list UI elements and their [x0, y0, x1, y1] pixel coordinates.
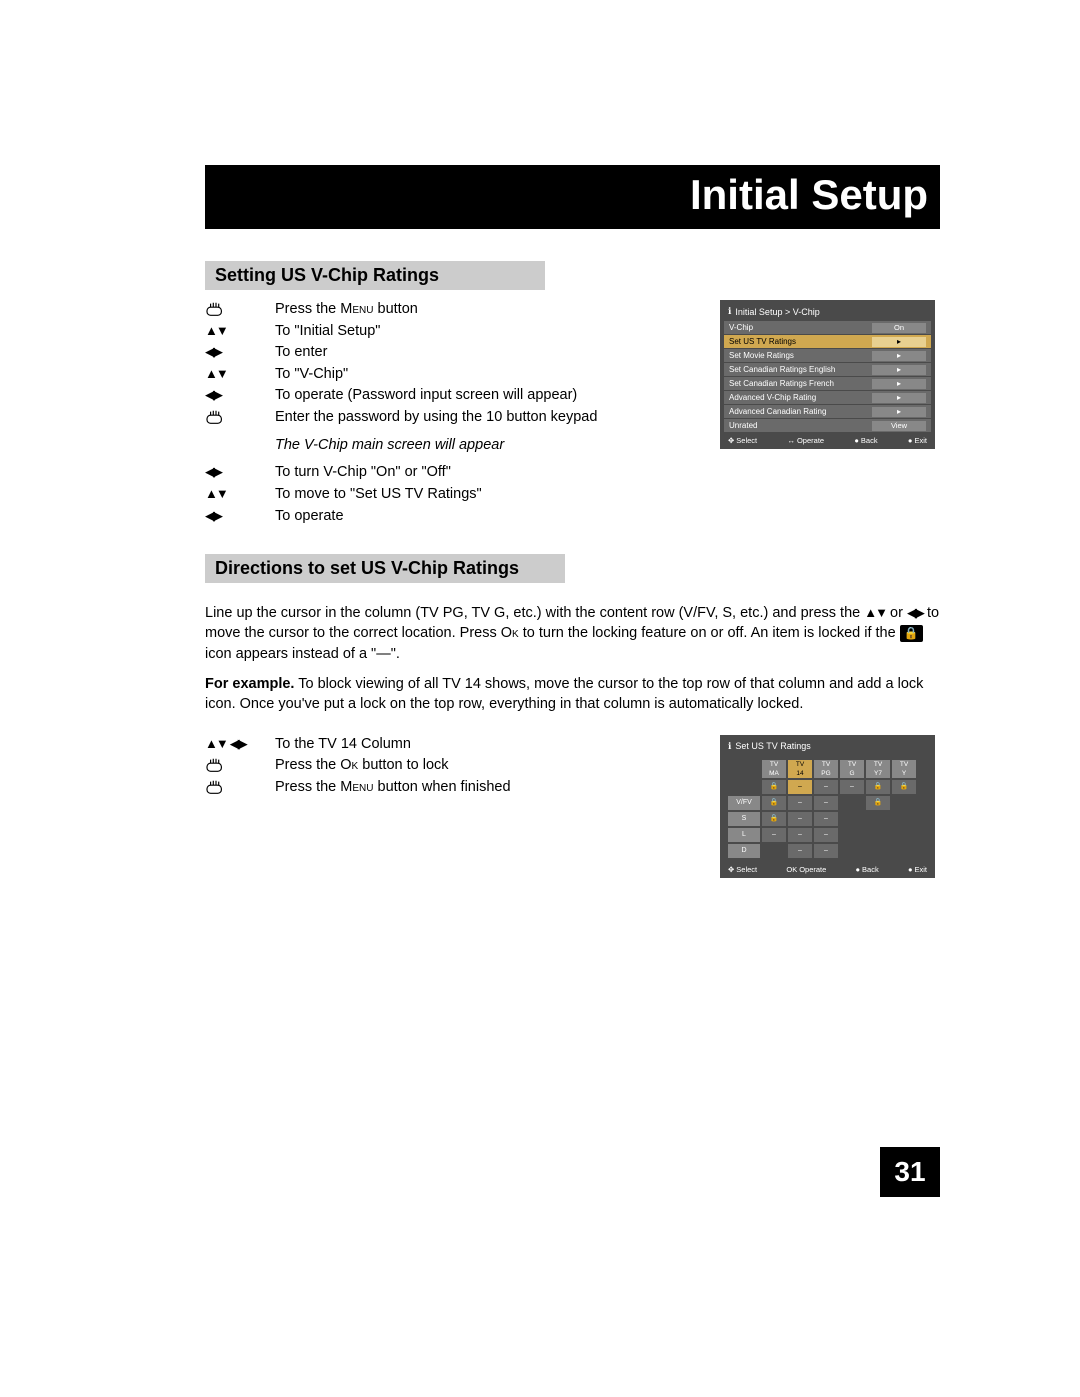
leftright-icon: ◀▶	[205, 507, 275, 525]
instruction-text: To "Initial Setup"	[275, 322, 690, 342]
osd-menu-row: Set Canadian Ratings English▸	[724, 363, 931, 376]
osd-breadcrumb: ℹInitial Setup > V-Chip	[724, 304, 931, 321]
instruction-text: Press the Menu button when finished	[275, 778, 690, 798]
osd-menu-row: Set US TV Ratings▸	[724, 335, 931, 348]
instruction-step: Press the Menu button when finished	[205, 778, 690, 798]
instruction-text: To turn V-Chip "On" or "Off"	[275, 463, 690, 483]
osd2-footer: ✥ Select OK Operate ● Back ● Exit	[724, 862, 931, 874]
osd-menu-row: Set Movie Ratings▸	[724, 349, 931, 362]
hand-icon	[205, 300, 275, 318]
instruction-step: ▲▼To move to "Set US TV Ratings"	[205, 485, 690, 505]
instruction-text: Press the Ok button to lock	[275, 756, 690, 776]
instruction-text: To enter	[275, 343, 690, 363]
page-title: Initial Setup	[205, 165, 940, 229]
leftright-icon: ◀▶	[205, 343, 275, 361]
instruction-text: Enter the password by using the 10 butto…	[275, 408, 690, 428]
page-number: 31	[880, 1147, 940, 1197]
instruction-text: To operate	[275, 507, 690, 527]
hand-icon	[205, 756, 275, 774]
instructions-tv14: ▲▼ ◀▶To the TV 14 ColumnPress the Ok but…	[205, 735, 690, 878]
leftright-icon: ◀▶	[205, 386, 275, 404]
updown-icon: ▲▼	[205, 485, 275, 503]
osd-back-hint: ● Back	[854, 436, 877, 445]
all4-icon: ▲▼ ◀▶	[205, 735, 275, 753]
instruction-step: Press the Menu button	[205, 300, 690, 320]
osd-exit-hint: ● Exit	[908, 436, 927, 445]
instruction-text: To the TV 14 Column	[275, 735, 690, 755]
osd-menu-row: V-ChipOn	[724, 321, 931, 334]
updown-icon: ▲▼	[205, 365, 275, 383]
osd-vchip-menu: ℹInitial Setup > V-Chip V-ChipOnSet US T…	[720, 300, 935, 449]
instruction-step: Press the Ok button to lock	[205, 756, 690, 776]
instruction-step: ◀▶To operate (Password input screen will…	[205, 386, 690, 406]
instruction-step: Enter the password by using the 10 butto…	[205, 408, 690, 428]
instructions-vchip: Press the Menu button▲▼To "Initial Setup…	[205, 300, 690, 528]
directions-para2: For example. To block viewing of all TV …	[205, 674, 940, 715]
osd-footer: ✥ Select ↔ Operate ● Back ● Exit	[724, 433, 931, 445]
instruction-step: ▲▼To "V-Chip"	[205, 365, 690, 385]
updown-icon: ▲▼	[205, 322, 275, 340]
osd-ratings-table: ℹSet US TV Ratings TV MATV 14TV PGTV GTV…	[720, 735, 935, 878]
osd-menu-row: Advanced Canadian Rating▸	[724, 405, 931, 418]
directions-para1: Line up the cursor in the column (TV PG,…	[205, 603, 940, 664]
instruction-text: Press the Menu button	[275, 300, 690, 320]
instruction-step: ▲▼ ◀▶To the TV 14 Column	[205, 735, 690, 755]
section-heading-directions: Directions to set US V-Chip Ratings	[205, 554, 565, 583]
instruction-step: ◀▶To operate	[205, 507, 690, 527]
lock-icon: 🔒	[900, 625, 923, 642]
osd-menu-row: UnratedView	[724, 419, 931, 432]
instruction-step: ▲▼To "Initial Setup"	[205, 322, 690, 342]
instruction-text: To "V-Chip"	[275, 365, 690, 385]
osd-operate-hint: ↔ Operate	[787, 436, 824, 445]
osd2-title: ℹSet US TV Ratings	[724, 739, 931, 756]
hand-icon	[205, 778, 275, 796]
osd-menu-row: Advanced V-Chip Rating▸	[724, 391, 931, 404]
instruction-step: ◀▶To enter	[205, 343, 690, 363]
osd-menu-row: Set Canadian Ratings French▸	[724, 377, 931, 390]
italic-note: The V-Chip main screen will appear	[275, 437, 690, 453]
instruction-step: ◀▶To turn V-Chip "On" or "Off"	[205, 463, 690, 483]
leftright-icon: ◀▶	[205, 463, 275, 481]
instruction-text: To operate (Password input screen will a…	[275, 386, 690, 406]
instruction-text: To move to "Set US TV Ratings"	[275, 485, 690, 505]
hand-icon	[205, 408, 275, 426]
osd-select-hint: ✥ Select	[728, 436, 757, 445]
section-heading-vchip: Setting US V-Chip Ratings	[205, 261, 545, 290]
